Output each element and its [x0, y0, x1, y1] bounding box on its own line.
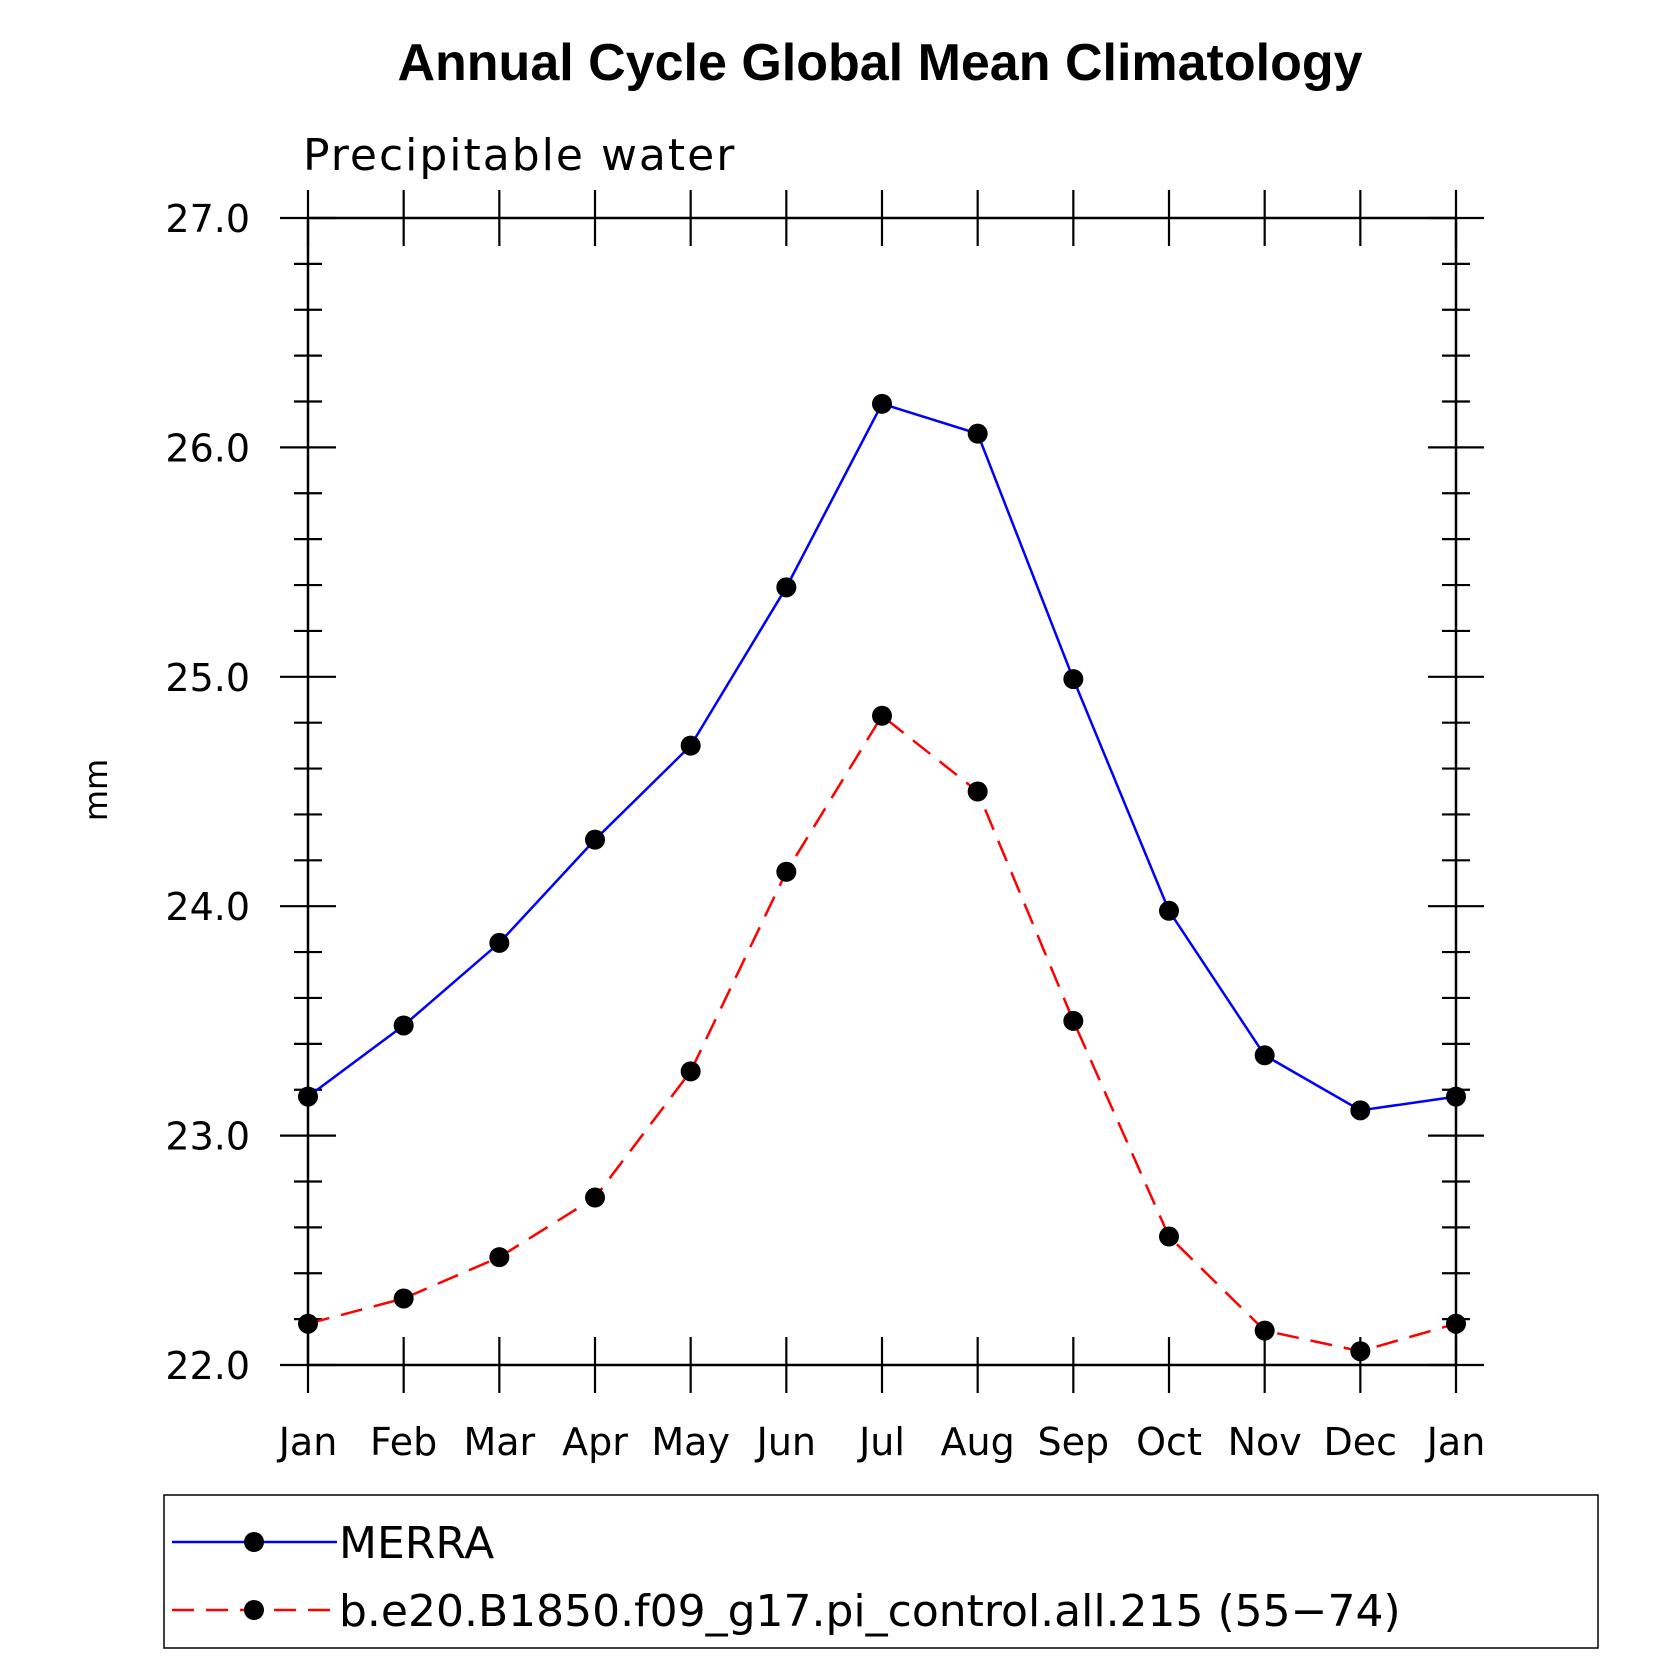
x-tick-label: Jul [857, 1420, 905, 1464]
chart-title: Annual Cycle Global Mean Climatology [397, 34, 1362, 92]
data-point [776, 861, 797, 882]
x-tick-label: Aug [941, 1420, 1015, 1464]
legend-marker [244, 1532, 264, 1552]
x-tick-label: Apr [562, 1420, 628, 1464]
plot-frame [306, 216, 1458, 1367]
x-tick-label: Dec [1324, 1420, 1398, 1464]
x-tick-label: Oct [1136, 1420, 1202, 1464]
x-tick-label: Jun [755, 1420, 816, 1464]
legend-item: b.e20.B1850.f09_g17.pi_control.all.215 (… [172, 1586, 1401, 1637]
legend-item: MERRA [172, 1518, 494, 1569]
data-point [680, 735, 701, 756]
data-point [872, 705, 892, 726]
y-tick-label: 27.0 [165, 197, 250, 241]
data-point [1063, 669, 1084, 690]
data-point [680, 1061, 701, 1082]
x-tick-label: Feb [370, 1420, 437, 1464]
plot-axes: 22.0 23.0 24.0 25.0 26.0 27.0 Jan Feb Mar Apr May J… [165, 190, 1485, 1464]
y-tick-label: 22.0 [165, 1344, 250, 1388]
data-point [393, 1015, 414, 1036]
legend-box [163, 1494, 1599, 1649]
series-layer [298, 393, 1466, 1362]
data-point [585, 1187, 605, 1208]
data-point [967, 423, 988, 444]
legend-label: MERRA [339, 1518, 494, 1569]
x-tick-label: Jan [1425, 1420, 1486, 1464]
data-point [1350, 1100, 1371, 1121]
data-point [393, 1288, 414, 1309]
series-2 [298, 705, 1466, 1362]
data-point [1159, 1226, 1179, 1247]
y-tick-label: 26.0 [165, 426, 250, 470]
series-1 [298, 393, 1466, 1121]
y-tick-label: 24.0 [165, 885, 250, 929]
y-tick-label: 25.0 [165, 656, 250, 700]
data-point [489, 932, 510, 953]
data-point [872, 393, 892, 414]
data-point [1254, 1320, 1275, 1341]
data-point [298, 1313, 318, 1334]
x-tick-label: Nov [1228, 1420, 1302, 1464]
data-point [489, 1247, 510, 1268]
legend-label: b.e20.B1850.f09_g17.pi_control.all.215 (… [339, 1586, 1401, 1637]
x-tick-label: Mar [463, 1420, 535, 1464]
data-point [1063, 1010, 1084, 1031]
data-point [585, 829, 605, 850]
data-point [1350, 1341, 1371, 1362]
series-line [307, 713, 1457, 1353]
series-line [307, 402, 1457, 1112]
data-point [1254, 1045, 1275, 1066]
legend: MERRA b.e20.B1850.f09_g17.pi_control.all.… [163, 1494, 1599, 1649]
data-point [298, 1086, 318, 1107]
x-tick-label: May [651, 1420, 730, 1464]
data-point [1446, 1313, 1466, 1334]
y-tick-label: 23.0 [165, 1115, 250, 1159]
y-axis-label: mm [77, 759, 115, 821]
x-tick-label: Jan [277, 1420, 338, 1464]
legend-marker [244, 1600, 264, 1620]
data-point [967, 781, 988, 802]
x-tick-label: Sep [1038, 1420, 1110, 1464]
data-point [1446, 1086, 1466, 1107]
chart-subtitle: Precipitable water [303, 130, 736, 181]
data-point [776, 577, 797, 598]
data-point [1159, 900, 1179, 921]
